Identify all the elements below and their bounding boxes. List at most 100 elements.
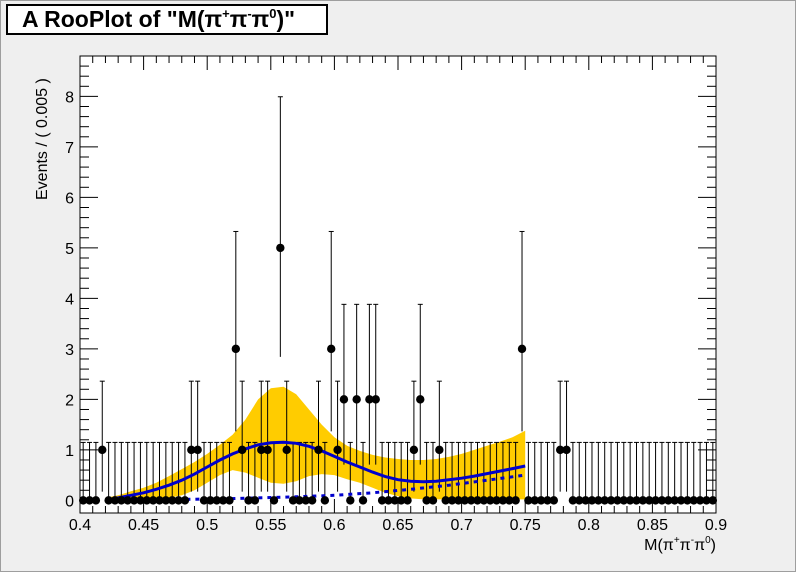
- data-point: [619, 496, 628, 505]
- data-point: [651, 496, 660, 505]
- data-point: [110, 496, 120, 505]
- data-point: [225, 496, 234, 505]
- data-point: [403, 496, 412, 505]
- data-point: [441, 496, 450, 505]
- data-point: [645, 496, 654, 505]
- data-point: [263, 445, 272, 455]
- data-point: [218, 496, 228, 505]
- data-point: [129, 496, 139, 505]
- data-point: [301, 496, 310, 505]
- data-point: [632, 496, 641, 505]
- data-point: [288, 496, 298, 505]
- data-point: [396, 496, 406, 505]
- data-point: [587, 496, 597, 505]
- data-point: [568, 496, 578, 505]
- data-point: [123, 496, 132, 505]
- data-point: [600, 496, 609, 505]
- x-tick-label: 0.7: [450, 517, 472, 534]
- plot-title: A RooPlot of "M(π+π-π0)": [6, 4, 328, 35]
- x-tick-label: 0.8: [578, 517, 600, 534]
- data-point: [390, 496, 400, 505]
- data-point: [657, 496, 667, 505]
- data-point: [530, 496, 539, 505]
- x-tick-label: 0.55: [255, 517, 286, 534]
- data-point: [365, 395, 374, 404]
- data-point: [606, 496, 616, 505]
- data-point: [244, 496, 253, 505]
- plot-frame: [79, 55, 717, 514]
- data-points: [78, 243, 718, 505]
- data-point: [117, 496, 126, 505]
- data-point: [435, 445, 444, 455]
- data-point: [237, 445, 247, 455]
- background-curve: [105, 473, 526, 502]
- data-point: [625, 496, 635, 505]
- data-point: [555, 445, 565, 455]
- x-axis-ticks: 0.4 0.45 0.5 0.55 0.6 0.65 0.7 0.75 0.8 0.85 0.9: [69, 56, 727, 534]
- data-point: [543, 496, 552, 505]
- data-point: [161, 496, 171, 505]
- data-point: [377, 496, 387, 505]
- data-point: [104, 496, 113, 505]
- data-point: [575, 496, 584, 505]
- y-tick-label: 7: [65, 140, 74, 157]
- data-point: [416, 395, 425, 404]
- y-tick-label: 6: [65, 190, 74, 207]
- data-point: [327, 344, 336, 354]
- data-point: [428, 496, 438, 505]
- data-point: [168, 496, 177, 505]
- data-point: [320, 496, 330, 505]
- data-point: [155, 496, 164, 505]
- data-point: [142, 496, 151, 505]
- x-tick-label: 0.5: [196, 517, 218, 534]
- data-point: [447, 496, 457, 505]
- data-point: [638, 496, 648, 505]
- y-axis-label: Events / ( 0.005 ): [34, 78, 51, 200]
- data-point: [486, 496, 495, 505]
- background-line: [105, 473, 526, 502]
- data-point: [282, 445, 291, 455]
- data-point: [498, 496, 508, 505]
- data-point: [339, 395, 349, 404]
- data-point: [517, 344, 527, 354]
- data-point: [346, 496, 355, 505]
- data-point: [536, 496, 546, 505]
- data-point: [562, 445, 571, 455]
- data-point: [422, 496, 431, 505]
- data-point: [206, 496, 215, 505]
- data-point: [676, 496, 686, 505]
- data-point: [276, 243, 285, 253]
- data-point: [664, 496, 673, 505]
- data-point: [314, 445, 323, 455]
- data-point: [231, 344, 241, 354]
- x-tick-label: 0.9: [705, 517, 727, 534]
- x-tick-label: 0.4: [69, 517, 91, 534]
- x-tick-label: 0.85: [637, 517, 668, 534]
- data-point: [689, 496, 698, 505]
- data-point: [174, 496, 183, 505]
- data-point: [670, 496, 679, 505]
- data-point: [148, 496, 158, 505]
- data-point: [581, 496, 590, 505]
- y-tick-label: 8: [65, 89, 74, 106]
- x-tick-label: 0.45: [128, 517, 159, 534]
- data-point: [257, 445, 266, 455]
- data-point: [454, 496, 463, 505]
- data-point: [212, 496, 221, 505]
- y-tick-label: 0: [65, 493, 74, 510]
- data-point: [269, 496, 279, 505]
- data-point: [384, 496, 393, 505]
- data-point: [683, 496, 692, 505]
- data-point: [333, 445, 342, 455]
- data-point: [479, 496, 489, 505]
- y-tick-label: 4: [65, 291, 74, 308]
- data-point: [199, 496, 209, 505]
- data-point: [358, 496, 368, 505]
- data-point: [473, 496, 482, 505]
- data-point: [409, 445, 419, 455]
- x-tick-label: 0.65: [382, 517, 413, 534]
- data-point: [549, 496, 559, 505]
- y-tick-label: 2: [65, 392, 74, 409]
- data-point: [492, 496, 501, 505]
